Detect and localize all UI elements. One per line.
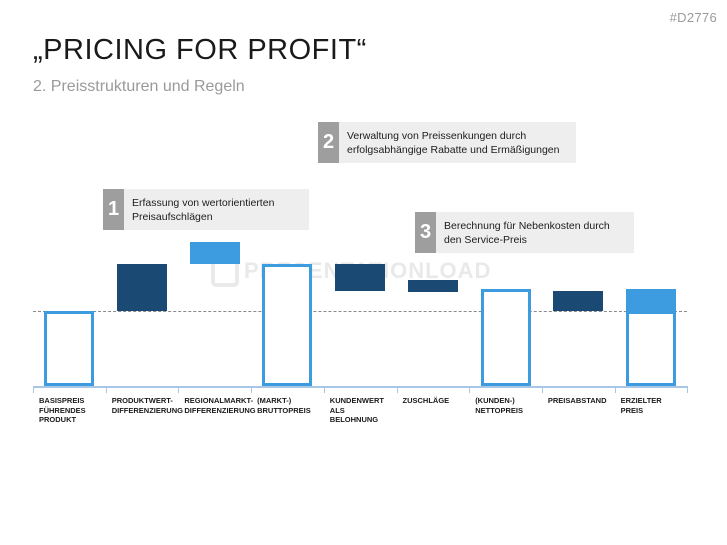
category-label: ERZIELTER PREIS: [620, 396, 662, 415]
callout-text-3: Berechnung für Nebenkosten durch den Ser…: [444, 219, 610, 246]
callout-text-2: Verwaltung von Preissenkungen durch erfo…: [347, 129, 560, 156]
chart-bar: [189, 242, 240, 264]
category-label: PRODUKTWERT- DIFFERENZIERUNG: [111, 396, 183, 415]
category-label: (MARKT-) BRUTTOPREIS: [257, 396, 311, 415]
x-axis-tick: [251, 386, 253, 393]
chart-bar-cap: [625, 288, 676, 311]
category-label: REGIONALMARKT- DIFFERENZIERUNG: [184, 396, 256, 415]
chart-bar: [335, 263, 386, 291]
category-label: ZUSCHLÄGE: [402, 396, 450, 405]
reference-line: [33, 311, 687, 312]
category-label: BASISPREIS FÜHRENDES PRODUKT: [39, 396, 86, 424]
callout-3: 3 Berechnung für Nebenkosten durch den S…: [415, 212, 634, 253]
x-axis-tick: [323, 386, 325, 393]
category-label: PREISABSTAND: [547, 396, 607, 405]
x-axis-tick: [178, 386, 180, 393]
callout-1: 1 Erfassung von wertorientierten Preisau…: [103, 189, 309, 230]
x-axis-tick: [105, 386, 107, 393]
slide-id: #D2776: [669, 10, 717, 25]
chart-bar: [44, 311, 95, 386]
x-axis-tick: [541, 386, 543, 393]
x-axis-tick: [687, 386, 689, 393]
page-title: „PRICING FOR PROFIT“: [33, 34, 367, 66]
category-label: (KUNDEN-) NETTOPREIS: [475, 396, 523, 415]
chart-bar: [480, 288, 531, 386]
chart-bar: [625, 311, 676, 386]
callout-text-1: Erfassung von wertorientierten Preisaufs…: [132, 196, 275, 223]
x-axis: [33, 386, 687, 388]
x-axis-tick: [396, 386, 398, 393]
x-axis-tick: [33, 386, 34, 393]
x-axis-tick: [469, 386, 471, 393]
callout-number-1: 1: [103, 189, 124, 230]
chart-bar: [117, 263, 168, 311]
x-axis-tick: [614, 386, 616, 393]
category-label: KUNDENWERT ALS BELOHNUNG: [329, 396, 384, 424]
chart-bar: [262, 263, 313, 386]
callout-number-3: 3: [415, 212, 436, 253]
callout-2: 2 Verwaltung von Preissenkungen durch er…: [318, 122, 576, 163]
callout-number-2: 2: [318, 122, 339, 163]
chart-bar: [407, 280, 458, 293]
page-subtitle: 2. Preisstrukturen und Regeln: [33, 78, 245, 95]
chart-bar: [553, 290, 604, 311]
